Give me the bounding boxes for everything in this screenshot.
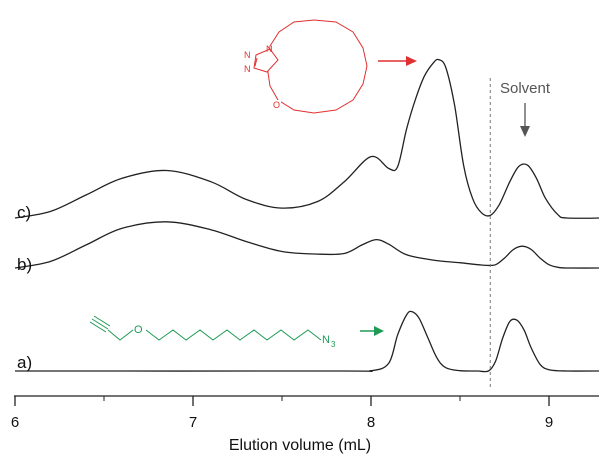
trace-a [14,310,599,373]
traces-layer [14,58,599,373]
trace-label-c: c) [17,203,31,222]
x-tick-label-9: 9 [545,414,553,431]
trace-c [14,58,599,219]
trace-b [14,221,599,269]
macrocycle-structure-icon [253,19,368,114]
x-tick-label-8: 8 [367,414,375,431]
atom-label-n1: N [266,44,273,54]
atom-label-o-red: O [273,100,280,110]
atom-label-n2: N [244,50,251,60]
x-axis-ticks: 6 7 8 9 [11,396,553,431]
trace-label-a: a) [17,353,32,372]
red-arrow-icon [378,56,417,66]
x-tick-label-7: 7 [189,414,197,431]
linear-precursor-structure-icon [89,315,322,341]
trace-label-b: b) [17,255,32,274]
atom-label-n3: N [244,64,251,74]
solvent-label: Solvent [500,80,551,97]
x-axis-label: Elution volume (mL) [229,437,371,454]
x-tick-label-6: 6 [11,414,19,431]
solvent-arrow [520,103,530,137]
atom-label-azide-n: N [322,334,330,346]
atom-label-azide-subscript: 3 [331,340,336,349]
atom-label-o-green: O [134,324,143,336]
green-arrow-icon [360,326,384,336]
